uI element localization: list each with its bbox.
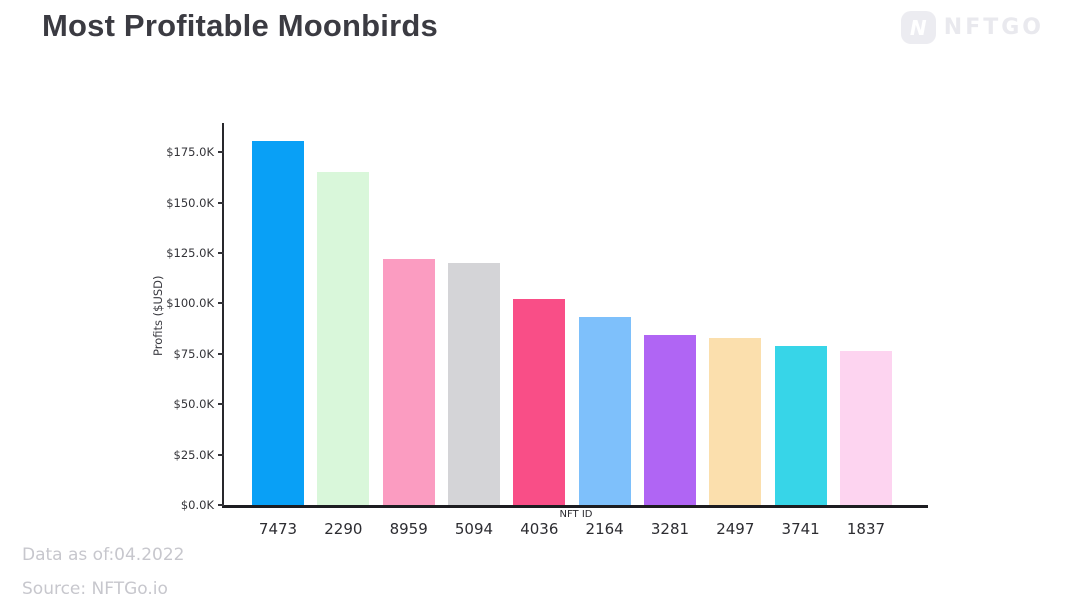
bar-7473 bbox=[252, 140, 304, 505]
x-tick-label: 7473 bbox=[258, 520, 298, 538]
y-tick-mark bbox=[218, 504, 224, 506]
y-tick-label: $0.0K bbox=[180, 498, 214, 512]
y-tick-mark bbox=[218, 403, 224, 406]
nftgo-n-icon: N bbox=[900, 11, 936, 44]
bar-slot: 2290 bbox=[317, 123, 370, 538]
y-tick-label: $25.0K bbox=[173, 447, 214, 462]
bar-3741 bbox=[774, 345, 827, 505]
bar-2290 bbox=[317, 171, 370, 505]
y-axis-title: Profits ($USD) bbox=[151, 275, 165, 356]
bar-slot: 2497 bbox=[709, 123, 762, 538]
bar-2497 bbox=[709, 337, 762, 505]
x-tick-label: 1837 bbox=[846, 520, 886, 538]
y-tick-mark bbox=[218, 352, 224, 355]
bar-4036 bbox=[513, 299, 566, 505]
bar-8959 bbox=[382, 258, 435, 505]
x-tick-label: 3281 bbox=[650, 520, 690, 538]
bar-5094 bbox=[447, 263, 500, 505]
y-tick-mark bbox=[218, 201, 224, 204]
x-tick-label: 2290 bbox=[324, 520, 363, 538]
y-tick-mark bbox=[218, 251, 224, 254]
bar-slot: 5094 bbox=[447, 123, 500, 538]
y-tick-label: $50.0K bbox=[173, 397, 214, 412]
y-tick-mark bbox=[218, 151, 224, 154]
x-tick-label: 3741 bbox=[781, 520, 820, 538]
y-tick-mark bbox=[218, 453, 224, 456]
bar-slot: 1837 bbox=[839, 123, 892, 538]
data-as-of-note: Data as of:04.2022 bbox=[22, 545, 185, 565]
bar-slot: 8959 bbox=[382, 123, 435, 538]
x-axis-title: NFT ID bbox=[559, 509, 593, 520]
bar-slot: 4036 bbox=[513, 123, 566, 538]
bar-2164 bbox=[578, 317, 631, 505]
bars-container: 7473 2290 8959 5094 4036 2164 3281 2497 3741 1837 bbox=[224, 123, 928, 538]
bar-chart-plot-area: $0.0K $25.0K $50.0K $75.0K $100.0K $125.0K $15… bbox=[166, 123, 928, 538]
x-tick-label: 2164 bbox=[585, 520, 624, 538]
x-tick-label: 4036 bbox=[520, 520, 559, 538]
x-tick-label: 5094 bbox=[454, 520, 494, 538]
y-tick-label: $125.0K bbox=[166, 245, 214, 260]
nftgo-n-letter: N bbox=[909, 15, 927, 40]
bar-3281 bbox=[643, 334, 696, 505]
x-tick-label: 2497 bbox=[716, 520, 755, 538]
bar-1837 bbox=[839, 351, 892, 505]
source-note: Source: NFTGo.io bbox=[22, 579, 168, 594]
bar-slot: 7473 bbox=[252, 123, 304, 538]
y-tick-label: $150.0K bbox=[166, 195, 214, 210]
x-tick-label: 8959 bbox=[389, 520, 428, 538]
bar-slot: 3281 bbox=[643, 123, 696, 538]
bar-slot: 3741 bbox=[774, 123, 827, 538]
bar-slot: 2164 bbox=[578, 123, 631, 538]
y-tick-label: $175.0K bbox=[166, 145, 214, 160]
y-tick-mark bbox=[218, 302, 224, 305]
y-tick-label: $100.0K bbox=[166, 296, 214, 311]
page-title: Most Profitable Moonbirds bbox=[42, 8, 438, 43]
y-tick-label: $75.0K bbox=[173, 346, 214, 361]
nftgo-logo: N NFTGO bbox=[900, 11, 1044, 44]
nftgo-logo-text: NFTGO bbox=[943, 15, 1044, 40]
